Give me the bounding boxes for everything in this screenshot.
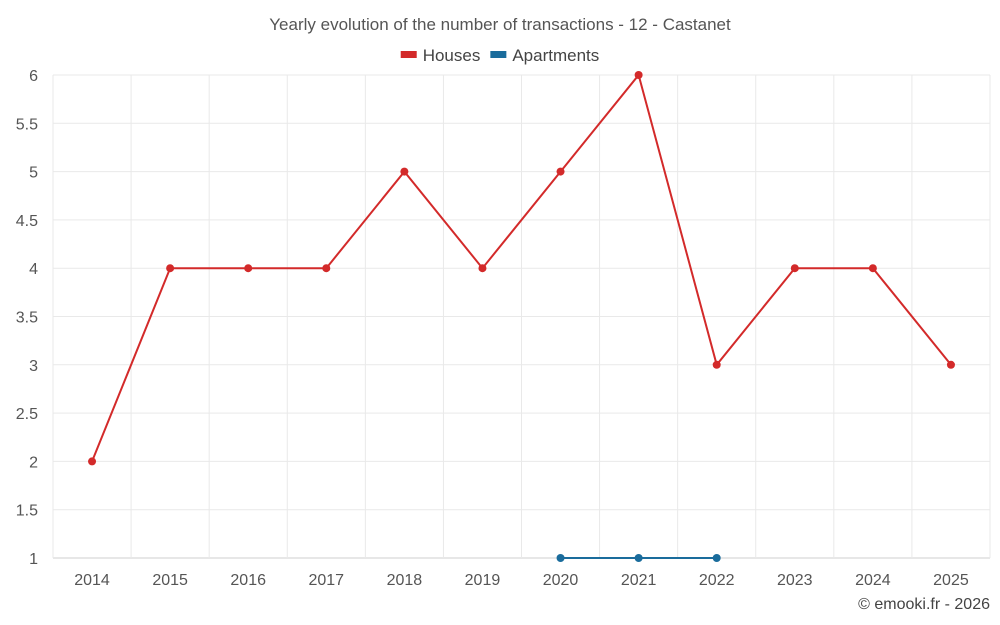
data-point-houses[interactable]: [244, 264, 253, 273]
data-point-apartments[interactable]: [634, 554, 643, 562]
y-tick-label: 5: [29, 165, 38, 182]
y-tick-label: 3: [29, 358, 38, 375]
y-tick-label: 2: [29, 454, 38, 471]
legend-item-houses[interactable]: Houses: [400, 46, 481, 65]
data-point-houses[interactable]: [556, 167, 565, 176]
data-point-houses[interactable]: [478, 264, 487, 273]
x-tick-label: 2016: [230, 572, 266, 589]
credit-text: © emooki.fr - 2026: [858, 596, 990, 613]
series-apartments: [556, 554, 721, 562]
x-tick-label: 2015: [152, 572, 188, 589]
y-axis-ticks: 1 1.5 2 2.5 3 3.5 4 4.5 5 5.5 6: [16, 68, 38, 568]
data-point-houses[interactable]: [88, 457, 97, 466]
y-tick-label: 2.5: [16, 406, 38, 423]
y-tick-label: 4: [29, 261, 38, 278]
x-tick-label: 2022: [699, 572, 735, 589]
x-tick-label: 2024: [855, 572, 891, 589]
data-point-houses[interactable]: [868, 264, 877, 273]
legend-item-apartments[interactable]: Apartments: [490, 46, 599, 65]
data-point-houses[interactable]: [790, 264, 799, 273]
series-line-houses: [91, 72, 952, 462]
x-tick-label: 2023: [777, 572, 813, 589]
data-point-houses[interactable]: [634, 71, 643, 79]
y-tick-label: 3.5: [16, 310, 38, 327]
x-tick-label: 2018: [387, 572, 423, 589]
data-point-apartments[interactable]: [556, 554, 565, 562]
x-tick-label: 2014: [74, 572, 110, 589]
y-tick-label: 1.5: [16, 503, 38, 520]
series-layer: [88, 71, 955, 562]
y-tick-label: 5.5: [16, 116, 38, 133]
data-point-houses[interactable]: [712, 360, 721, 369]
x-tick-label: 2021: [621, 572, 657, 589]
y-tick-label: 1: [29, 551, 38, 568]
y-tick-label: 6: [29, 68, 38, 85]
x-tick-label: 2017: [308, 572, 344, 589]
y-tick-label: 4.5: [16, 213, 38, 230]
legend-swatch: [400, 51, 417, 58]
chart-title: Yearly evolution of the number of transa…: [269, 15, 731, 34]
x-tick-label: 2025: [933, 572, 969, 589]
x-tick-label: 2020: [543, 572, 579, 589]
series-houses: [88, 71, 955, 466]
x-axis-ticks: 2014 2015 2016 2017 2018 2019 2020 2021 2022 2023…: [74, 572, 969, 589]
data-point-apartments[interactable]: [712, 554, 721, 562]
data-point-houses[interactable]: [322, 264, 331, 273]
data-point-houses[interactable]: [400, 167, 409, 176]
x-tick-label: 2019: [465, 572, 501, 589]
legend: Houses Apartments: [400, 46, 599, 65]
grid: [52, 74, 991, 559]
data-point-houses[interactable]: [166, 264, 175, 273]
legend-label: Houses: [423, 46, 481, 65]
data-point-houses[interactable]: [946, 360, 955, 369]
legend-label: Apartments: [512, 46, 599, 65]
legend-swatch: [490, 51, 507, 58]
